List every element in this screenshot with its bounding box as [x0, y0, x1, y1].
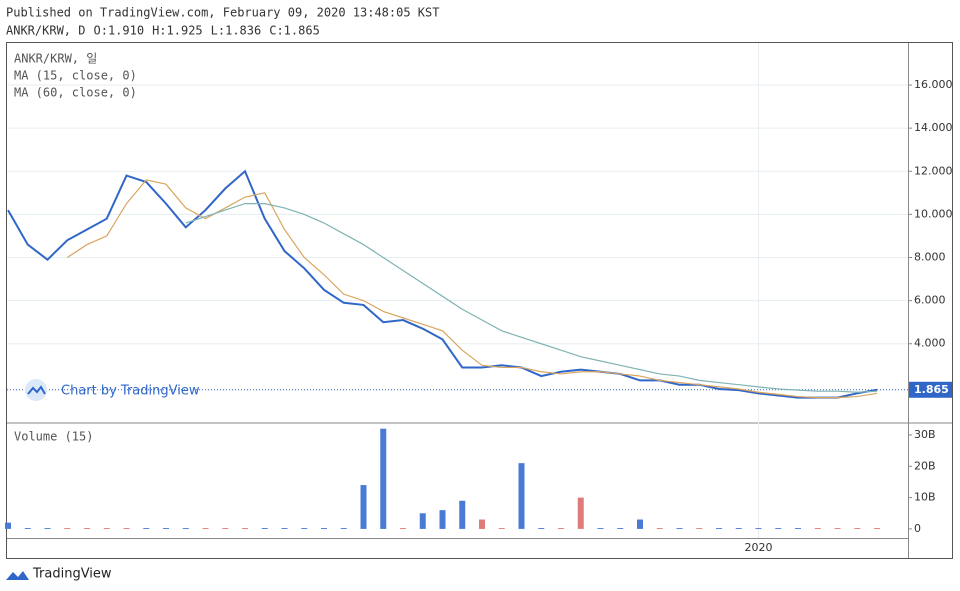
volume-bar [597, 527, 604, 529]
ohlc-value: 1.836 [225, 24, 261, 38]
volume-bar [676, 527, 683, 529]
volume-bar [775, 527, 782, 529]
volume-bar [479, 519, 485, 529]
volume-bar [617, 527, 624, 529]
volume-bar [261, 527, 268, 529]
ohlc-line: ANKR/KRW, D O: 1.910 H: 1.925 L: 1.836 C: 1.865 [6, 24, 320, 38]
last-price-tag [909, 381, 952, 398]
volume-bar [222, 527, 229, 529]
volume-bar [360, 485, 367, 529]
volume-title: Volume (15) [14, 430, 93, 444]
volume-bar [24, 527, 31, 529]
volume-bar [755, 527, 762, 529]
watermark-icon-mark [27, 385, 46, 395]
watermark: Chart by TradingView [25, 379, 200, 401]
volume-bar [242, 527, 248, 529]
volume-bar [577, 497, 584, 529]
volume-bar [64, 527, 71, 529]
volume-bar [380, 428, 387, 529]
volume-bar [182, 527, 189, 529]
ohlc-label: L: [211, 24, 225, 38]
y-tick-label: 20B [914, 459, 936, 472]
y-tick-label: 14.000 [914, 121, 953, 134]
series-line [185, 203, 878, 393]
y-tick-label: 0 [914, 522, 921, 535]
published-line: Published on TradingView.com, February 0… [6, 6, 439, 20]
volume-bar [5, 522, 11, 529]
volume-bar [163, 527, 169, 529]
volume-bar [400, 527, 406, 529]
volume-bar [814, 527, 821, 529]
y-tick-label: 8.000 [914, 251, 946, 264]
chart-frame [6, 42, 953, 559]
watermark-text[interactable]: Chart by TradingView [61, 384, 200, 399]
y-tick-label: 16.000 [914, 78, 953, 91]
volume-bar [518, 463, 525, 529]
volume-bar [439, 510, 446, 529]
volume-bar [202, 527, 209, 529]
plot [5, 84, 908, 529]
x-tick-label: 2020 [745, 541, 773, 554]
ohlc-label: O: [93, 24, 107, 38]
legend: ANKR/KRW, 일 MA (15, close, 0) MA (60, clos… [14, 52, 137, 100]
volume-bar [735, 527, 742, 529]
legend-entry: MA (60, close, 0) [14, 86, 137, 100]
volume-bar [419, 513, 426, 529]
volume-bar [637, 519, 643, 529]
volume-bar [459, 500, 466, 529]
volume-bar [123, 527, 130, 529]
volume-bar [498, 527, 505, 529]
series-line [7, 169, 878, 399]
legend-entry: MA (15, close, 0) [14, 69, 137, 83]
volume-bar [656, 527, 663, 529]
volume-bar [874, 527, 880, 529]
volume-bar [854, 527, 861, 529]
volume-bar [281, 527, 288, 529]
symbol: ANKR/KRW, D [6, 24, 85, 38]
volume-bar [84, 527, 90, 529]
volume-bar [795, 527, 801, 529]
ohlc-value: 1.925 [167, 24, 203, 38]
ohlc-label: C: [269, 24, 283, 38]
series-line [66, 179, 878, 399]
volume-bar [340, 527, 347, 529]
volume-bar [321, 527, 327, 529]
ohlc-value: 1.910 [108, 24, 144, 38]
volume-bar [301, 527, 308, 529]
logo-icon [6, 571, 29, 580]
y-tick-label: 10B [914, 491, 936, 504]
volume-bar [834, 527, 841, 529]
y-tick-label: 12.000 [914, 164, 953, 177]
volume-bar [44, 527, 51, 529]
y-tick-label: 4.000 [914, 337, 946, 350]
volume-bar [558, 527, 564, 529]
footer-text[interactable]: TradingView [32, 567, 112, 582]
y-tick-label: 30B [914, 428, 936, 441]
volume-bar [103, 527, 110, 529]
volume-bar [538, 527, 545, 529]
volume-bar [716, 527, 722, 529]
last-price-label: 1.865 [914, 383, 949, 396]
footer-logo: TradingView [6, 567, 112, 582]
y-tick-label: 10.000 [914, 207, 953, 220]
ohlc-label: H: [152, 24, 166, 38]
legend-entry: ANKR/KRW, 일 [14, 52, 97, 66]
volume-bar [696, 527, 703, 529]
volume-bar [143, 527, 150, 529]
y-tick-label: 6.000 [914, 294, 946, 307]
ohlc-value: 1.865 [284, 24, 320, 38]
